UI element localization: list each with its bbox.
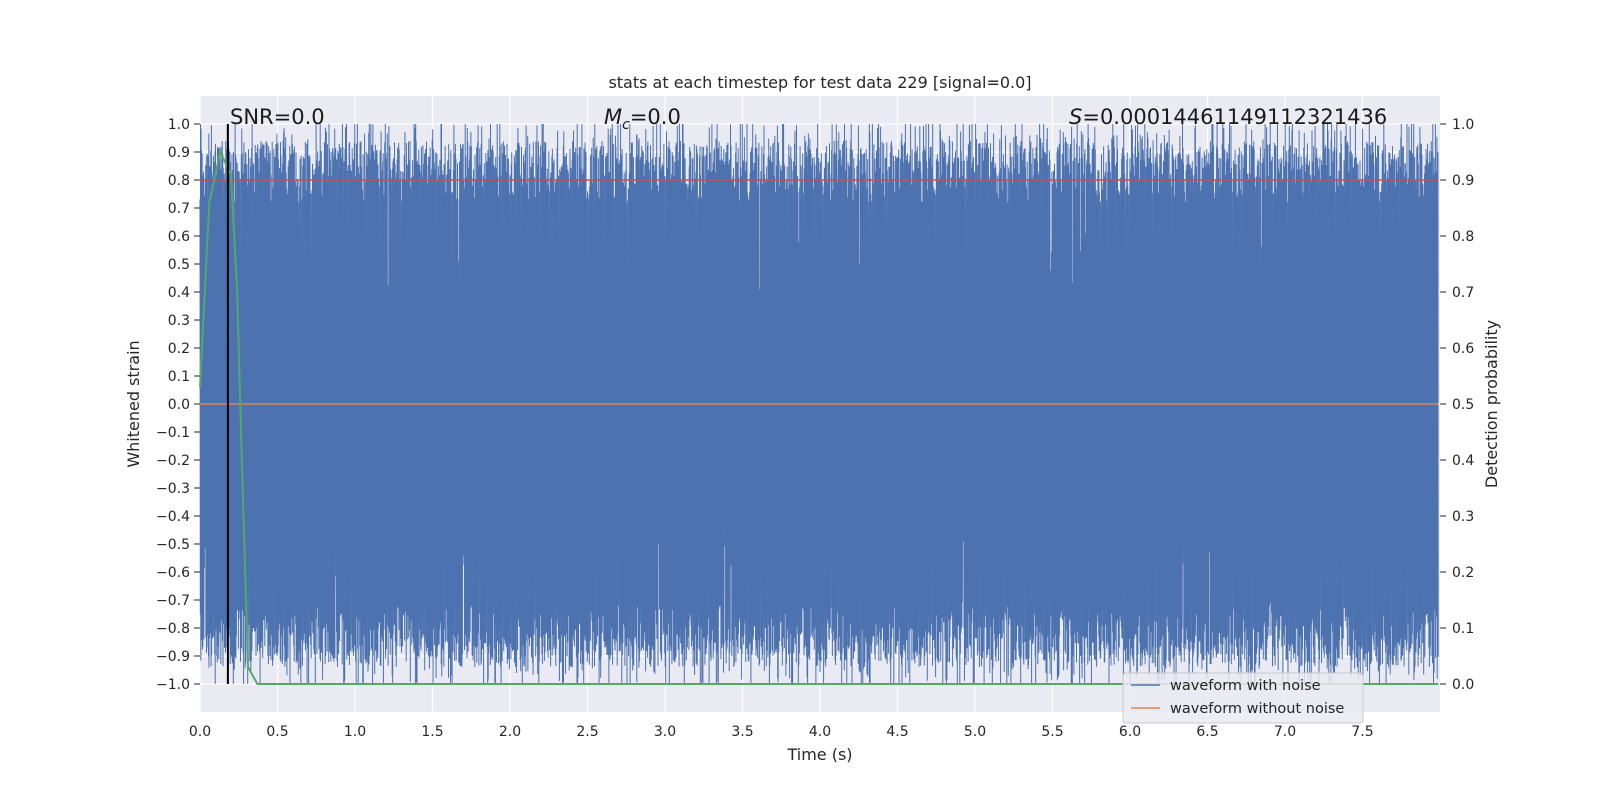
y2-tick-label: 0.7 — [1452, 285, 1474, 301]
y-axis-right: 1.0 0.9 0.8 0.7 0.6 0.5 0.4 0.3 0.2 0.1 0.0 — [1440, 117, 1474, 693]
x-tick-label: 2.0 — [499, 724, 521, 740]
mc-subscript: c — [622, 117, 630, 133]
y2-tick-label: 0.5 — [1452, 397, 1474, 413]
y-tick-label: −0.1 — [156, 425, 190, 441]
x-tick-label: 4.0 — [809, 724, 831, 740]
s-symbol: S — [1069, 105, 1082, 129]
y2-tick-label: 0.2 — [1452, 565, 1474, 581]
y-axis-label: Whitened strain — [124, 340, 143, 467]
x-tick-label: 0.5 — [266, 724, 288, 740]
y-tick-label: 0.6 — [168, 229, 190, 245]
y-tick-label: 0.0 — [168, 397, 190, 413]
x-tick-label: 2.5 — [576, 724, 598, 740]
y2-tick-label: 0.9 — [1452, 173, 1474, 189]
annotation-s: S=0.0001446114911232143​6 — [1069, 105, 1387, 129]
y-tick-label: −0.6 — [156, 565, 190, 581]
y-tick-label: 0.3 — [168, 313, 190, 329]
legend-label-noise: waveform with noise — [1170, 678, 1321, 694]
y-tick-label: 0.4 — [168, 285, 190, 301]
y-tick-label: −0.5 — [156, 537, 190, 553]
y-tick-label: −0.9 — [156, 649, 190, 665]
x-tick-label: 3.5 — [731, 724, 753, 740]
mc-symbol: M — [604, 105, 622, 129]
x-tick-label: 6.5 — [1196, 724, 1218, 740]
series-detection-probability — [199, 148, 1439, 685]
y-tick-label: 0.5 — [168, 257, 190, 273]
x-tick-label: 0.0 — [189, 724, 211, 740]
y2-tick-label: 1.0 — [1452, 117, 1474, 133]
y2-tick-label: 0.8 — [1452, 229, 1474, 245]
x-tick-label: 6.0 — [1119, 724, 1141, 740]
y-axis-left: 1.0 0.9 0.8 0.7 0.6 0.5 0.4 0.3 0.2 0.1 0.0 −0.1 −0.… — [156, 117, 200, 693]
x-tick-label: 1.0 — [344, 724, 366, 740]
y-tick-label: 1.0 — [168, 117, 190, 133]
y-tick-label: −0.2 — [156, 453, 190, 469]
y-tick-label: 0.2 — [168, 341, 190, 357]
y-tick-label: −0.7 — [156, 593, 190, 609]
x-tick-label: 4.5 — [886, 724, 908, 740]
annotation-mc: Mc=0.0 — [604, 105, 681, 133]
y2-tick-label: 0.3 — [1452, 509, 1474, 525]
y2-axis-label: Detection probability — [1482, 320, 1501, 488]
y-tick-label: −1.0 — [156, 677, 190, 693]
legend: waveform with noise waveform without noi… — [1122, 672, 1364, 724]
y-tick-label: −0.4 — [156, 509, 190, 525]
legend-box — [1122, 672, 1364, 724]
chart-title: stats at each timestep for test data 229… — [608, 73, 1031, 92]
x-tick-label: 3.0 — [654, 724, 676, 740]
y-tick-label: 0.7 — [168, 201, 190, 217]
y-tick-label: 0.1 — [168, 369, 190, 385]
x-axis-label: Time (s) — [786, 745, 852, 764]
y2-tick-label: 0.1 — [1452, 621, 1474, 637]
x-tick-label: 5.0 — [964, 724, 986, 740]
s-value: =0.0001446114911232143​6 — [1082, 105, 1387, 129]
y-tick-label: −0.8 — [156, 621, 190, 637]
y-tick-label: 0.8 — [168, 173, 190, 189]
annotation-snr: SNR=0.0 — [230, 105, 325, 129]
y-tick-label: 0.9 — [168, 145, 190, 161]
legend-label-clean: waveform without noise — [1170, 701, 1344, 717]
series-waveform-with-noise — [199, 123, 1439, 685]
y2-tick-label: 0.4 — [1452, 453, 1474, 469]
y2-tick-label: 0.0 — [1452, 677, 1474, 693]
mc-value: =0.0 — [630, 105, 681, 129]
x-tick-label: 1.5 — [421, 724, 443, 740]
y2-tick-label: 0.6 — [1452, 341, 1474, 357]
x-tick-label: 7.5 — [1351, 724, 1373, 740]
x-tick-label: 7.0 — [1274, 724, 1296, 740]
y-tick-label: −0.3 — [156, 481, 190, 497]
x-axis: 0.0 0.5 1.0 1.5 2.0 2.5 3.0 3.5 4.0 4.5 5.0 5.5 6.0 6… — [189, 724, 1374, 740]
x-tick-label: 5.5 — [1041, 724, 1063, 740]
